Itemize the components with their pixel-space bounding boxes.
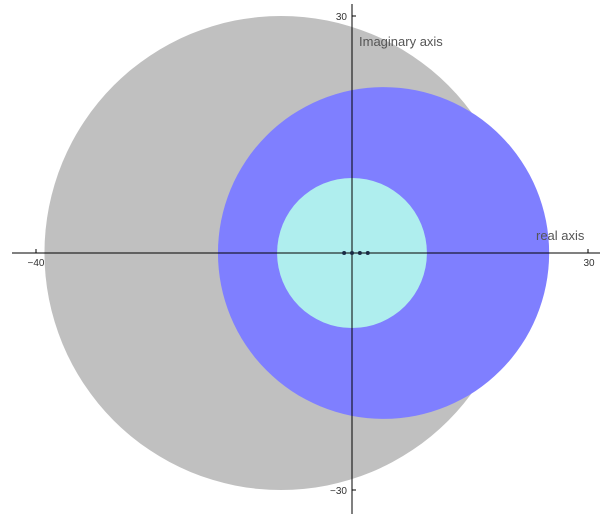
point-1	[342, 251, 347, 255]
point-2	[350, 251, 354, 255]
x-tick-label-max: 30	[583, 258, 595, 269]
x-tick-label-min: −40	[28, 258, 45, 269]
point-4	[365, 251, 370, 255]
y-tick-label-min: −30	[330, 486, 347, 497]
imaginary-axis-title: Imaginary axis	[359, 34, 443, 49]
point-layer	[342, 251, 370, 255]
real-axis-title: real axis	[536, 228, 585, 243]
point-3	[357, 251, 362, 255]
y-tick-label-max: 30	[336, 12, 348, 23]
